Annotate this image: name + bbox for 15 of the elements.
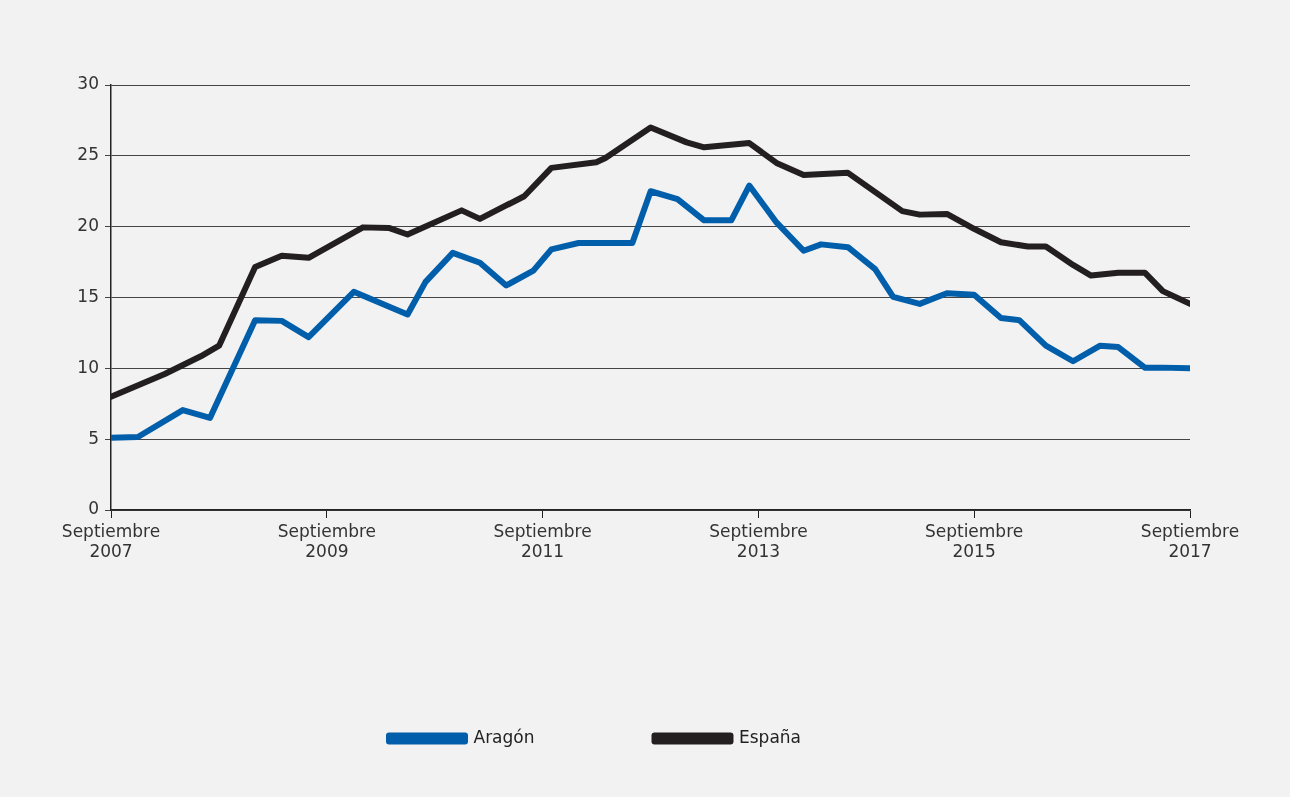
y-tick-label: 25 xyxy=(77,144,99,165)
y-tick-label: 20 xyxy=(77,215,99,236)
x-tick-label: Septiembre 2017 xyxy=(1140,520,1240,562)
y-tick-label: 5 xyxy=(88,427,99,448)
x-tick-label: Septiembre 2011 xyxy=(493,520,592,562)
x-tick-label: Septiembre 2015 xyxy=(924,520,1024,562)
x-tick-label: Septiembre 2007 xyxy=(61,520,161,562)
y-tick-label: 15 xyxy=(77,285,99,306)
x-tick-label: Septiembre 2009 xyxy=(277,520,377,562)
y-tick-label: 30 xyxy=(77,73,99,94)
x-tick-label: Septiembre 2013 xyxy=(709,520,808,562)
legend-label: España xyxy=(739,726,801,747)
y-tick-label: 0 xyxy=(88,498,99,519)
y-tick-label: 10 xyxy=(77,356,99,377)
legend-label: Aragón xyxy=(473,726,535,747)
